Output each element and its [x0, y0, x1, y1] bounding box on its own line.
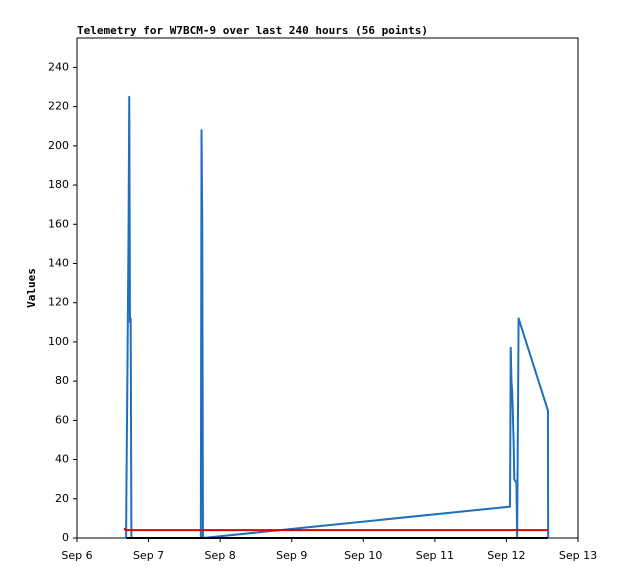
y-tick-label: 220 — [48, 100, 69, 113]
x-tick-label: Sep 11 — [416, 549, 454, 562]
y-axis-label: Values — [25, 268, 38, 308]
x-tick-label: Sep 7 — [133, 549, 164, 562]
y-tick-label: 240 — [48, 60, 69, 73]
y-tick-label: 160 — [48, 217, 69, 230]
x-tick-label: Sep 12 — [487, 549, 525, 562]
y-tick-label: 0 — [62, 531, 69, 544]
x-tick-label: Sep 10 — [344, 549, 382, 562]
x-tick-label: Sep 13 — [559, 549, 597, 562]
y-tick-label: 180 — [48, 178, 69, 191]
chart-title: Telemetry for W7BCM-9 over last 240 hour… — [77, 24, 428, 37]
y-tick-label: 60 — [55, 413, 69, 426]
series-line — [123, 527, 548, 532]
x-tick-label: Sep 6 — [61, 549, 92, 562]
x-tick-label: Sep 8 — [205, 549, 236, 562]
y-tick-label: 200 — [48, 139, 69, 152]
y-tick-label: 80 — [55, 374, 69, 387]
x-tick-label: Sep 9 — [276, 549, 307, 562]
y-tick-label: 40 — [55, 453, 69, 466]
y-tick-label: 140 — [48, 256, 69, 269]
y-tick-label: 100 — [48, 335, 69, 348]
y-tick-label: 20 — [55, 492, 69, 505]
y-tick-label: 120 — [48, 296, 69, 309]
